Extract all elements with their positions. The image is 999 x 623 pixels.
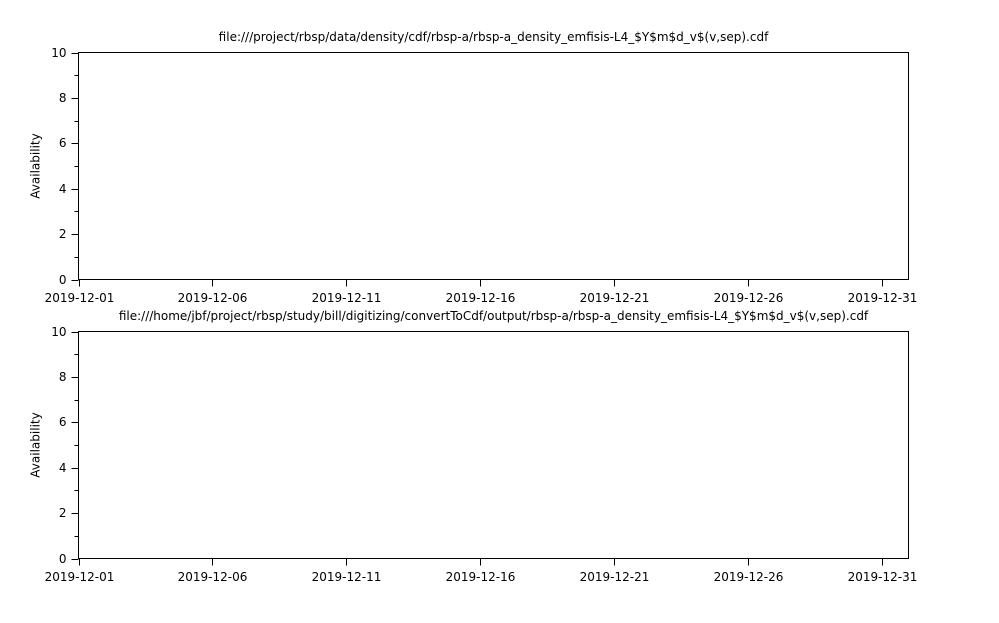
x-tick-label: 2019-12-01 xyxy=(45,570,115,584)
x-tick-label: 2019-12-16 xyxy=(446,291,516,305)
x-tick-label: 2019-12-11 xyxy=(312,570,382,584)
x-tick-label: 2019-12-21 xyxy=(580,291,650,305)
plot-frame xyxy=(78,331,909,559)
x-tick-label: 2019-12-06 xyxy=(178,570,248,584)
chart-title: file:///home/jbf/project/rbsp/study/bill… xyxy=(119,309,869,323)
y-tick-label: 4 xyxy=(59,182,67,196)
y-tick-label: 4 xyxy=(59,461,67,475)
x-tick-label: 2019-12-11 xyxy=(312,291,382,305)
y-tick-label: 8 xyxy=(59,370,67,384)
y-tick-label: 8 xyxy=(59,91,67,105)
x-tick-label: 2019-12-21 xyxy=(580,570,650,584)
x-tick-label: 2019-12-31 xyxy=(848,291,918,305)
y-tick-label: 0 xyxy=(59,552,67,566)
plot-frame xyxy=(78,52,909,280)
x-tick-label: 2019-12-01 xyxy=(45,291,115,305)
y-tick-label: 2 xyxy=(59,506,67,520)
chart-title: file:///project/rbsp/data/density/cdf/rb… xyxy=(219,30,769,44)
x-tick-label: 2019-12-16 xyxy=(446,570,516,584)
x-tick-label: 2019-12-26 xyxy=(714,570,784,584)
y-tick-label: 6 xyxy=(59,415,67,429)
y-tick-label: 6 xyxy=(59,136,67,150)
y-tick-label: 2 xyxy=(59,227,67,241)
y-tick-label: 0 xyxy=(59,273,67,287)
x-tick-label: 2019-12-06 xyxy=(178,291,248,305)
y-axis-label: Availability xyxy=(29,133,43,198)
x-tick-label: 2019-12-31 xyxy=(848,570,918,584)
y-tick-label: 10 xyxy=(51,46,66,60)
y-tick-label: 10 xyxy=(51,325,66,339)
y-axis-label: Availability xyxy=(29,412,43,477)
x-tick-label: 2019-12-26 xyxy=(714,291,784,305)
